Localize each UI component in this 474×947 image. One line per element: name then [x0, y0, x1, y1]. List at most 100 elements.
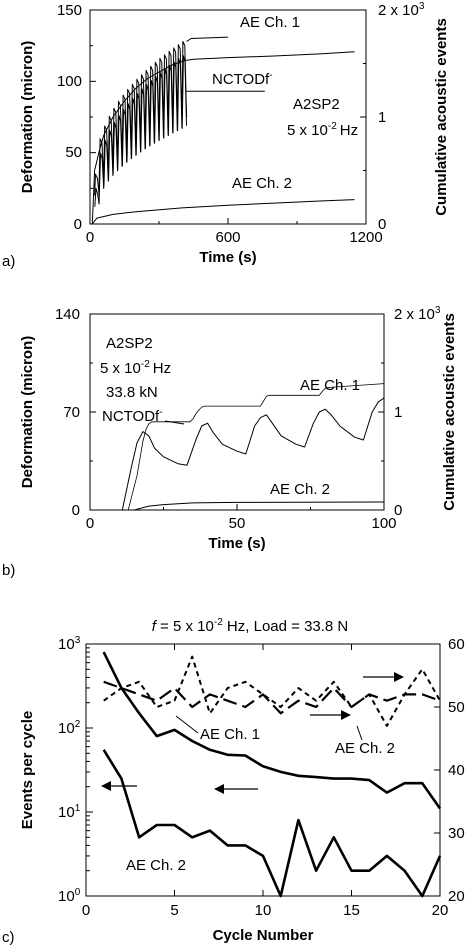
y2-tick-a-2-base: 2 x 10 — [378, 2, 419, 19]
chart-title-c: f = 5 x 10-2 Hz, Load = 33.8 N — [152, 617, 349, 635]
y-tick-label-b-140: 140 — [55, 306, 80, 323]
x-tick-label-b-50: 50 — [229, 515, 246, 532]
specimen-label-a: A2SP2 — [293, 96, 340, 113]
panel-c: f = 5 x 10-2 Hz, Load = 33.8 N 100 101 1… — [2, 617, 465, 946]
load-label-b: 33.8 kN — [106, 384, 158, 401]
y2-tick-label-b-1: 1 — [394, 404, 402, 421]
x-tick-label-c-10: 10 — [255, 902, 272, 919]
series-label-c-ae-ch2-left: AE Ch. 2 — [126, 857, 186, 874]
y-axis-label-b: Deformation (micron) — [19, 336, 36, 489]
panel-label-b: b) — [2, 562, 15, 579]
x-tick-label-b-100: 100 — [371, 515, 396, 532]
series-a-nctodf-cap — [186, 36, 229, 42]
y2-tick-label-a-2: 2 x 103 — [378, 1, 425, 19]
arrow-c-ae1-left — [214, 784, 258, 794]
y2-tick-label-c-50: 50 — [448, 699, 465, 716]
freq-b-unit: Hz — [153, 360, 171, 377]
x-tick-label-c-15: 15 — [343, 902, 360, 919]
nctodf-label-a-text: NCTODf — [212, 71, 270, 88]
y-tick-label-b-0: 0 — [72, 502, 80, 519]
panel-label-a: a) — [2, 253, 15, 270]
series-label-b-nctodf: NCTODf- — [102, 407, 163, 425]
title-c-mid: = 5 x 10 — [156, 618, 214, 635]
series-a-nctodf-lower — [94, 55, 187, 207]
series-label-a-ae-ch1: AE Ch. 1 — [240, 14, 300, 31]
series-b-ae-ch2 — [133, 501, 385, 511]
y2-axis-label-a: Cumulative acoustic events — [433, 18, 450, 216]
series-c-ae-ch1-events — [102, 651, 442, 810]
y2-tick-label-c-60: 60 — [448, 636, 465, 653]
title-c-sup: -2 — [214, 617, 223, 628]
freq-b-exp: -2 — [141, 359, 150, 370]
x-tick-label-a-0: 0 — [86, 229, 94, 246]
y-tick-label-b-70: 70 — [63, 404, 80, 421]
x-axis-label-a: Time (s) — [199, 249, 256, 266]
series-label-b-ae-ch2: AE Ch. 2 — [270, 481, 330, 498]
y-tick-label-c-10: 101 — [58, 803, 81, 821]
y-tick-label-a-0: 0 — [74, 216, 82, 233]
pointer-c-ae1 — [175, 715, 199, 734]
y-tick-c-1-exp: 0 — [75, 887, 81, 898]
title-c-end: Hz, Load = 33.8 N — [223, 618, 349, 635]
pointer-c-ae2 — [356, 725, 363, 741]
plot-area-b — [121, 383, 385, 511]
plot-area-a — [91, 36, 355, 225]
y-tick-label-c-100: 102 — [58, 719, 81, 737]
freq-a-exp: -2 — [328, 121, 337, 132]
y-tick-c-10-base: 10 — [58, 804, 75, 821]
title-c-var: f — [152, 618, 158, 635]
y-tick-c-1000-base: 10 — [58, 636, 75, 653]
series-c-ae-ch2-right — [103, 655, 441, 727]
y2-tick-label-c-30: 30 — [448, 825, 465, 842]
x-tick-label-b-0: 0 — [86, 515, 94, 532]
y2-tick-b-2-base: 2 x 10 — [394, 306, 435, 323]
freq-a-base: 5 x 10 — [287, 122, 328, 139]
nctodf-pointer-b — [164, 420, 185, 425]
y-tick-c-1-base: 10 — [58, 888, 75, 905]
series-label-b-ae-ch1: AE Ch. 1 — [300, 377, 360, 394]
x-tick-label-c-5: 5 — [170, 902, 178, 919]
y2-tick-label-b-0: 0 — [394, 502, 402, 519]
series-label-a-ae-ch2: AE Ch. 2 — [232, 175, 292, 192]
frequency-label-a: 5 x 10-2 Hz — [287, 121, 358, 139]
series-c-ae-ch2-events — [102, 749, 442, 898]
y-axis-label-a: Deformation (micron) — [19, 41, 36, 194]
y2-tick-label-a-0: 0 — [378, 216, 386, 233]
y-tick-label-a-100: 100 — [57, 73, 82, 90]
specimen-label-b: A2SP2 — [106, 335, 153, 352]
panel-a: 0 50 100 150 0 600 1200 0 1 2 x 103 Time… — [2, 1, 450, 270]
panel-label-c: c) — [2, 929, 15, 946]
y-tick-label-a-150: 150 — [57, 2, 82, 19]
y2-tick-a-2-exp: 3 — [419, 1, 425, 12]
y2-tick-label-c-20: 20 — [448, 888, 465, 905]
series-label-c-ae-ch2-right: AE Ch. 2 — [335, 740, 395, 757]
series-b-nctodf — [121, 397, 385, 511]
series-label-a-nctodf: NCTODf- — [212, 70, 273, 88]
y-tick-c-10-exp: 1 — [75, 803, 81, 814]
axis-ticks-b — [89, 313, 385, 511]
y2-tick-label-c-40: 40 — [448, 762, 465, 779]
y2-tick-label-a-1: 1 — [378, 109, 386, 126]
y-axis-label-c: Events per cycle — [19, 711, 36, 829]
x-axis-label-b: Time (s) — [208, 535, 265, 552]
y-tick-label-a-50: 50 — [65, 144, 82, 161]
series-a-ae-ch1 — [91, 51, 355, 225]
y2-tick-b-2-exp: 3 — [435, 305, 441, 316]
x-tick-label-a-1200: 1200 — [349, 229, 382, 246]
axis-ticks-a — [89, 9, 367, 225]
series-c-ae-ch1-right — [103, 680, 441, 715]
arrow-c-ae2-right — [363, 672, 404, 682]
y-tick-c-1000-exp: 3 — [75, 635, 81, 646]
freq-b-base: 5 x 10 — [100, 360, 141, 377]
y-tick-label-c-1000: 103 — [58, 635, 81, 653]
x-axis-label-c: Cycle Number — [213, 927, 314, 944]
nctodf-label-b-text: NCTODf — [102, 408, 160, 425]
y-tick-c-100-base: 10 — [58, 720, 75, 737]
nctodf-label-a-sup: - — [269, 70, 272, 81]
x-tick-label-a-600: 600 — [215, 229, 240, 246]
x-tick-label-c-0: 0 — [82, 902, 90, 919]
series-b-ae-ch1 — [127, 383, 385, 511]
x-tick-label-c-20: 20 — [432, 902, 449, 919]
freq-a-unit: Hz — [340, 122, 358, 139]
